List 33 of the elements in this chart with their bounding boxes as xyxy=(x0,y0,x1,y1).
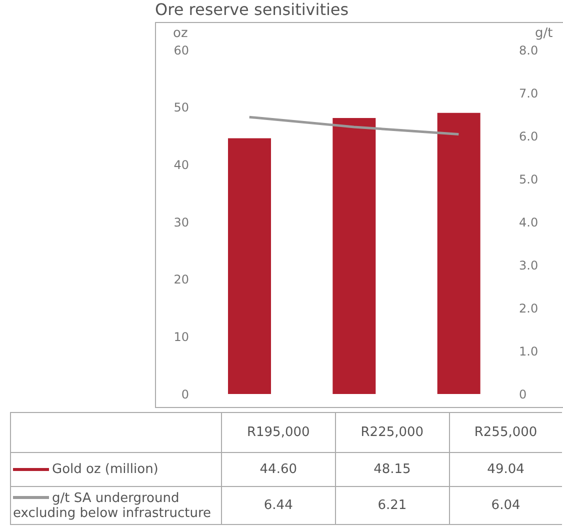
y-tick-label: 10 xyxy=(174,330,189,344)
data-label: 6.21 xyxy=(335,486,450,524)
y2-tick-label: 5.0 xyxy=(519,172,538,186)
x-tick-label: R255,000 xyxy=(449,412,562,452)
data-label: 49.04 xyxy=(449,452,562,486)
x-tick-label: R225,000 xyxy=(335,412,450,452)
y2-tick-label: 8.0 xyxy=(519,43,538,58)
y-tick-label: 50 xyxy=(174,100,189,115)
bar xyxy=(228,138,271,394)
y2-tick-label: 3.0 xyxy=(519,258,538,272)
data-label: 44.60 xyxy=(222,452,336,486)
data-label: 6.44 xyxy=(222,486,336,524)
y2-tick-label: 7.0 xyxy=(519,86,538,100)
y2-tick-label: 4.0 xyxy=(519,215,538,230)
y2-axis-title: g/t xyxy=(535,26,553,41)
x-tick-label: R195,000 xyxy=(222,412,336,452)
y2-tick-label: 6.0 xyxy=(519,129,538,144)
data-label: 48.15 xyxy=(335,452,450,486)
legend-label: g/t SA underground excluding below infrastructure xyxy=(10,486,222,524)
y-tick-label: 40 xyxy=(174,158,189,172)
y-tick-label: 30 xyxy=(174,215,189,230)
y2-tick-label: 1.0 xyxy=(519,344,538,358)
bar xyxy=(437,112,480,394)
y2-tick-label: 2.0 xyxy=(519,301,538,316)
y2-tick-label: 0 xyxy=(519,387,527,402)
y-tick-label: 60 xyxy=(174,43,189,58)
legend-label: Gold oz (million) xyxy=(10,452,222,486)
y-tick-label: 20 xyxy=(174,272,189,287)
y-tick-label: 0 xyxy=(181,387,189,402)
y-axis-title: oz xyxy=(173,26,188,41)
data-label: 6.04 xyxy=(449,486,562,524)
chart-title: Ore reserve sensitivities xyxy=(155,0,349,19)
bar xyxy=(332,118,376,394)
